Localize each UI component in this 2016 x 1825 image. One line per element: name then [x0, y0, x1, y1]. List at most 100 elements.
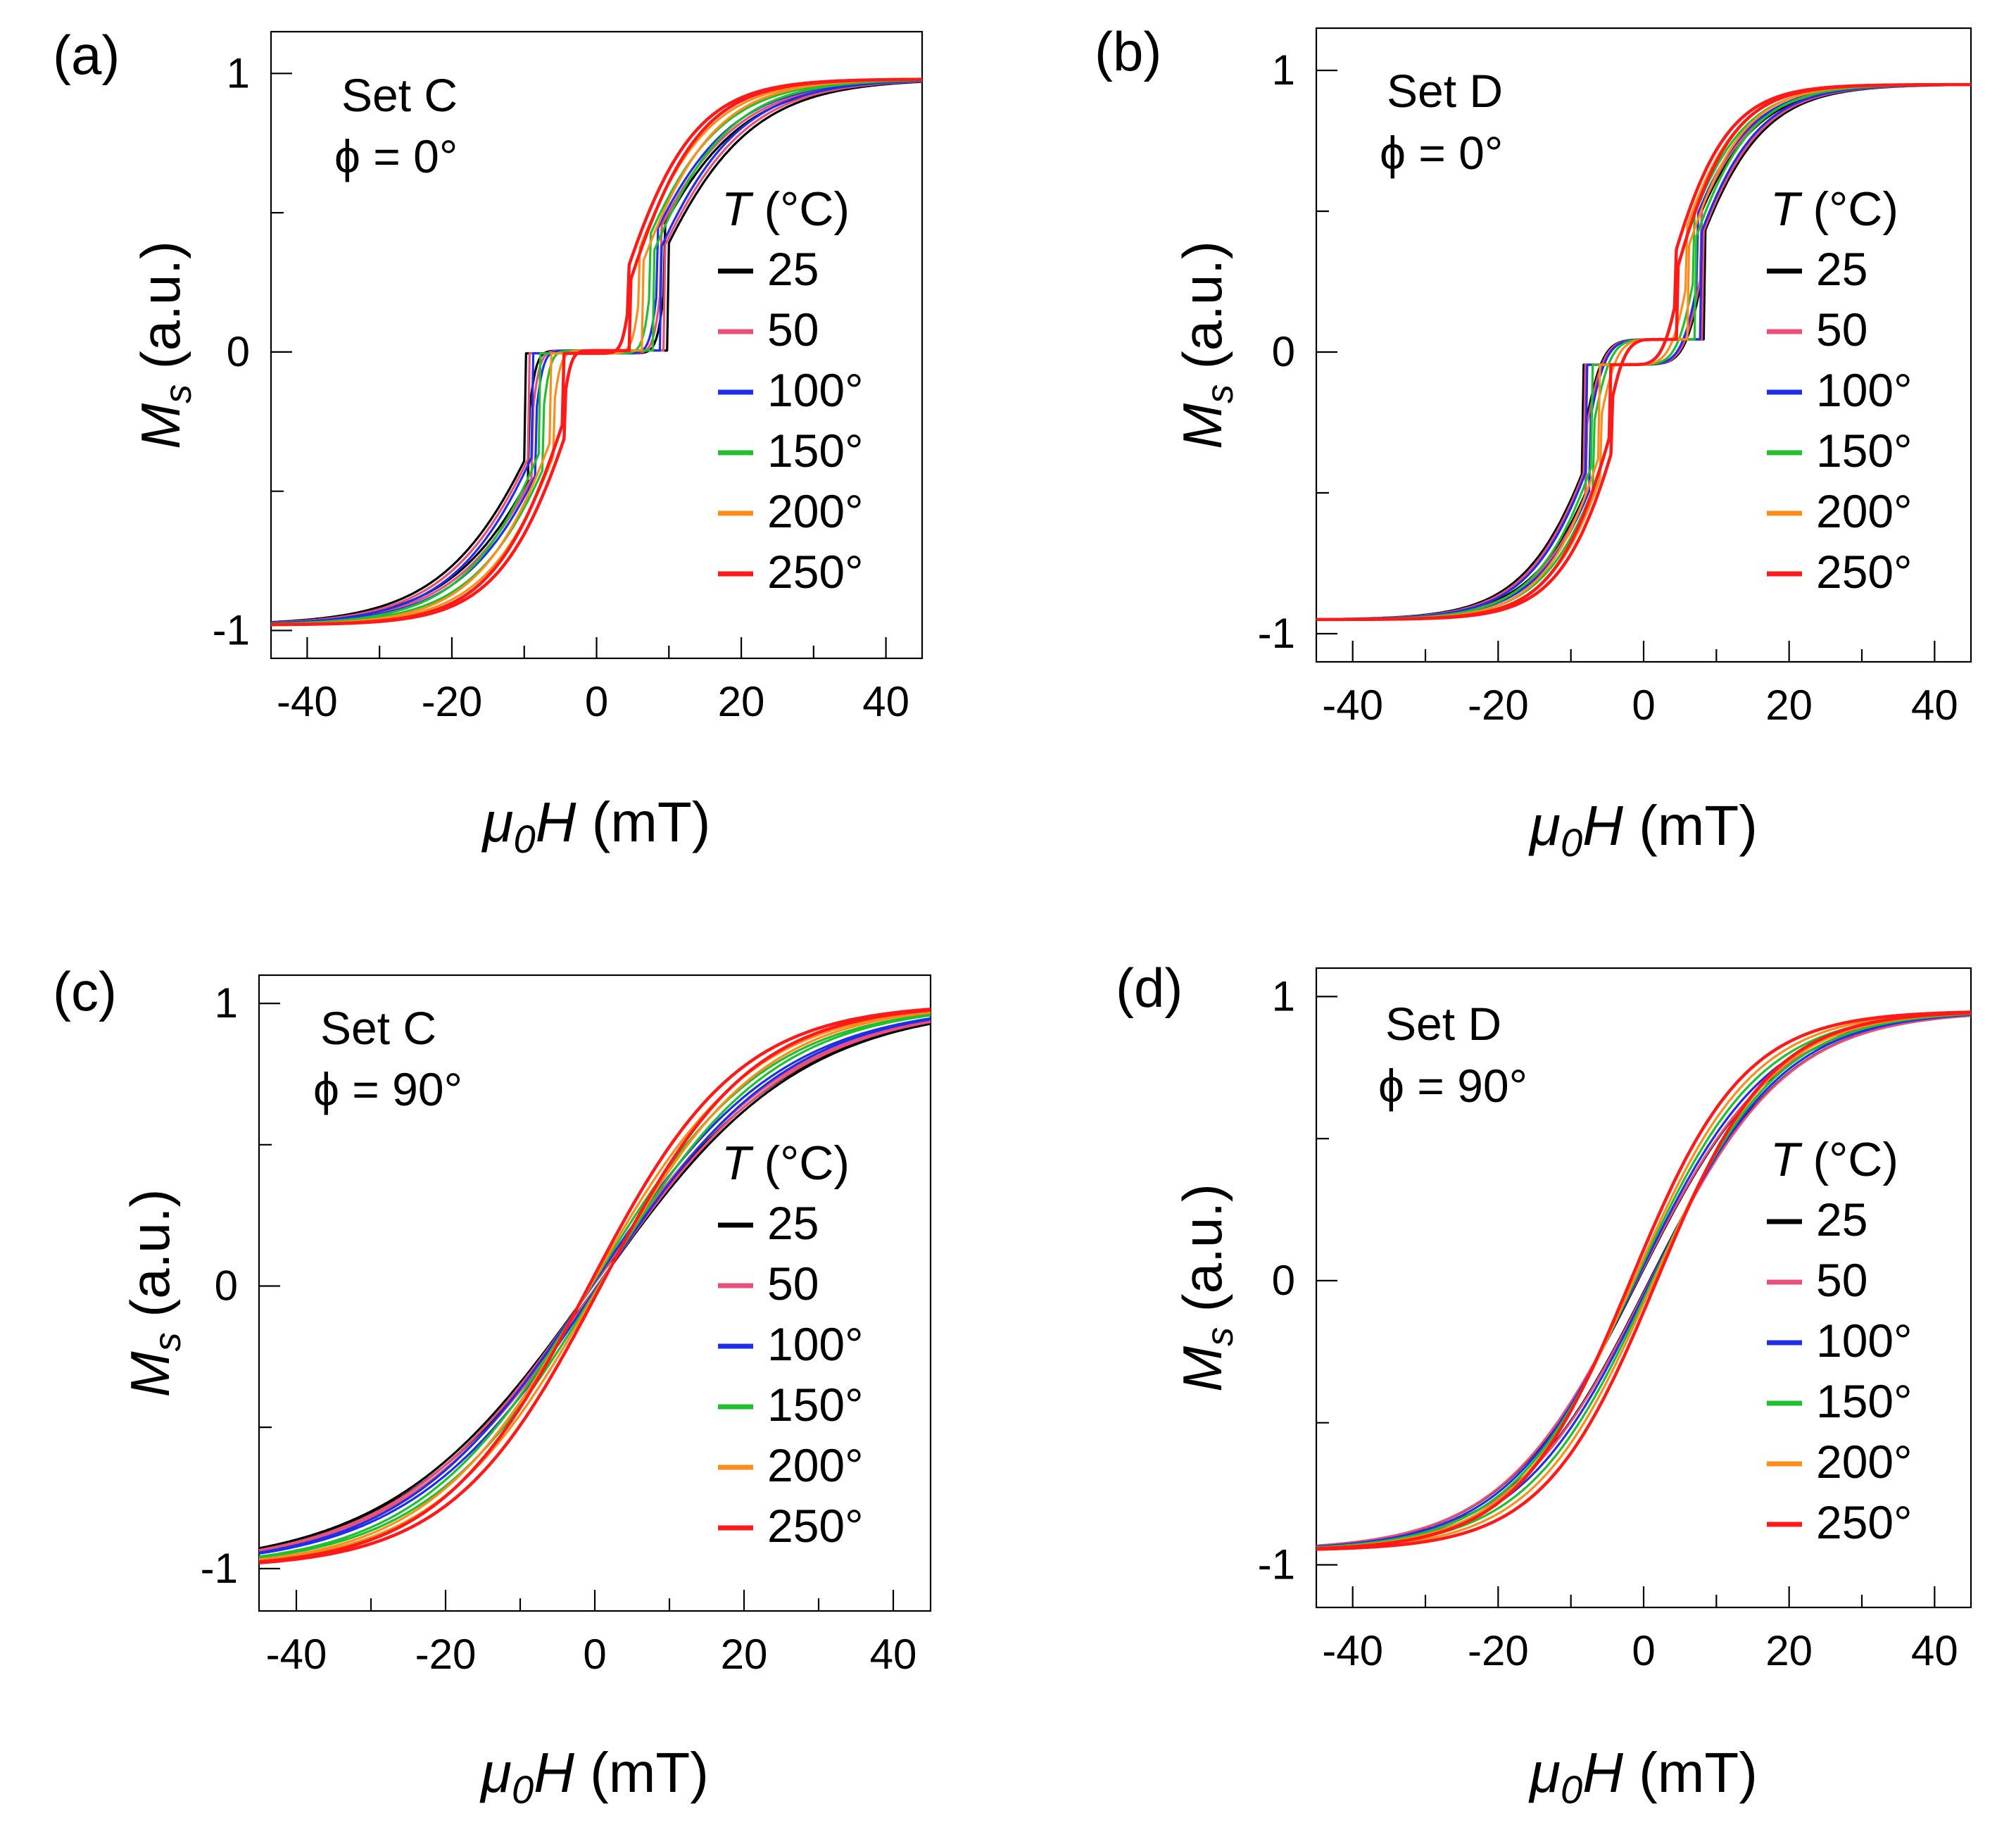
series-line-150° [1316, 83, 1971, 621]
legend-label: 150° [767, 1379, 864, 1431]
y-tick-label: 1 [215, 979, 238, 1027]
y-tick-label: 1 [1272, 46, 1295, 94]
series-line-250° [1316, 82, 1971, 622]
legend-label: 50 [1816, 1254, 1867, 1306]
x-tick-label: 20 [718, 678, 765, 725]
legend-title: T (°C) [722, 182, 850, 236]
x-tick-label: -20 [1468, 1627, 1529, 1674]
panel-label: (b) [1095, 20, 1161, 82]
legend-label: 200° [1816, 485, 1913, 537]
legend-label: 25 [767, 1197, 819, 1249]
series-group [1316, 82, 1971, 622]
x-tick-label: -40 [277, 678, 338, 725]
y-axis-label: Ms (a.u.) [119, 1189, 189, 1398]
x-tick-label: 40 [862, 678, 909, 725]
legend-label: 25 [767, 243, 819, 295]
series-line-50 [1316, 83, 1971, 621]
legend-label: 250° [767, 546, 864, 598]
set-annotation: Set C [341, 69, 458, 121]
y-tick-label: 1 [227, 49, 250, 96]
x-tick-label: 0 [1632, 1627, 1655, 1674]
x-tick-label: -20 [422, 678, 483, 725]
x-tick-label: 20 [721, 1631, 768, 1678]
legend-label: 250° [767, 1500, 864, 1552]
phi-annotation: ϕ = 0° [334, 130, 458, 182]
set-annotation: Set D [1385, 998, 1501, 1050]
legend-label: 25 [1816, 1193, 1867, 1246]
y-tick-label: -1 [213, 606, 250, 653]
y-tick-label: 0 [1272, 1257, 1295, 1304]
panel-label: (a) [53, 24, 120, 86]
legend-label: 150° [1816, 1375, 1913, 1427]
x-tick-label: 40 [1911, 1627, 1958, 1674]
x-tick-label: -20 [1468, 682, 1529, 729]
legend-label: 50 [767, 303, 819, 356]
panel-1: -40 -20 0 20 40 -1 0 1 (b) Set D ϕ = 0° T (°C) 25 50 1… [1095, 20, 1972, 865]
panel-label: (d) [1116, 957, 1183, 1019]
y-axis-label: Ms (a.u.) [1171, 241, 1241, 449]
legend-label: 100° [767, 364, 864, 416]
series-line-150° [1316, 1012, 1971, 1550]
series-group [259, 1008, 931, 1564]
legend-label: 200° [767, 485, 864, 537]
y-tick-label: -1 [201, 1545, 238, 1592]
phi-annotation: ϕ = 90° [1378, 1060, 1527, 1112]
legend-label: 250° [1816, 546, 1913, 598]
series-line-100° [271, 79, 922, 625]
series-line-25 [271, 80, 922, 624]
x-axis-label: μ0H (mT) [1528, 1741, 1758, 1812]
legend-title: T (°C) [722, 1136, 850, 1190]
legend-label: 25 [1816, 243, 1867, 295]
legend-title: T (°C) [1770, 182, 1898, 236]
set-annotation: Set D [1387, 65, 1503, 117]
legend-label: 100° [1816, 1315, 1913, 1367]
series-line-100° [1316, 83, 1971, 621]
x-tick-label: -40 [1322, 682, 1383, 729]
series-line-100° [1316, 1012, 1971, 1549]
legend-label: 150° [767, 425, 864, 477]
set-annotation: Set C [320, 1002, 436, 1054]
series-group [1316, 1010, 1971, 1551]
legend-label: 50 [767, 1258, 819, 1310]
series-line-250° [259, 1008, 931, 1564]
legend-label: 50 [1816, 303, 1867, 356]
series-line-100° [259, 1017, 931, 1555]
legend-label: 100° [1816, 364, 1913, 416]
series-line-250° [1316, 1010, 1971, 1551]
y-axis-label: Ms (a.u.) [1171, 1184, 1241, 1392]
x-tick-label: 0 [585, 678, 608, 725]
legend-label: 250° [1816, 1496, 1913, 1548]
y-tick-label: 1 [1272, 972, 1295, 1020]
legend-label: 150° [1816, 425, 1913, 477]
x-axis-label: μ0H (mT) [1528, 794, 1758, 865]
y-tick-label: -1 [1258, 610, 1295, 657]
legend-label: 200° [1816, 1436, 1913, 1488]
y-tick-label: 0 [227, 328, 250, 375]
panel-3: -40 -20 0 20 40 -1 0 1 (d) Set D ϕ = 90° T (°C) 25 50… [1116, 957, 1972, 1812]
x-axis-label: μ0H (mT) [479, 1741, 709, 1812]
x-tick-label: 40 [870, 1631, 917, 1678]
legend-title: T (°C) [1770, 1133, 1898, 1186]
series-group [271, 77, 922, 627]
x-tick-label: -40 [1322, 1627, 1383, 1674]
series-line-250° [271, 77, 922, 627]
x-tick-label: 0 [1632, 682, 1655, 729]
x-tick-label: 0 [583, 1631, 606, 1678]
y-tick-label: 0 [1272, 328, 1295, 375]
x-tick-label: 40 [1911, 682, 1958, 729]
x-tick-label: -20 [415, 1631, 477, 1678]
x-axis-label: μ0H (mT) [481, 791, 711, 861]
panel-label: (c) [53, 960, 117, 1022]
y-axis-label: Ms (a.u.) [130, 241, 199, 449]
legend-label: 200° [767, 1439, 864, 1491]
phi-annotation: ϕ = 90° [313, 1063, 462, 1115]
panel-0: -40 -20 0 20 40 -1 0 1 (a) Set C ϕ = 0° T (°C) 25 50 1… [53, 24, 924, 861]
phi-annotation: ϕ = 0° [1380, 127, 1503, 179]
x-tick-label: -40 [266, 1631, 327, 1678]
x-tick-label: 20 [1765, 1627, 1813, 1674]
legend-label: 100° [767, 1318, 864, 1370]
series-line-200° [271, 78, 922, 626]
x-tick-label: 20 [1765, 682, 1813, 729]
panel-2: -40 -20 0 20 40 -1 0 1 (c) Set C ϕ = 90° T (°C) 25 50… [53, 960, 932, 1812]
